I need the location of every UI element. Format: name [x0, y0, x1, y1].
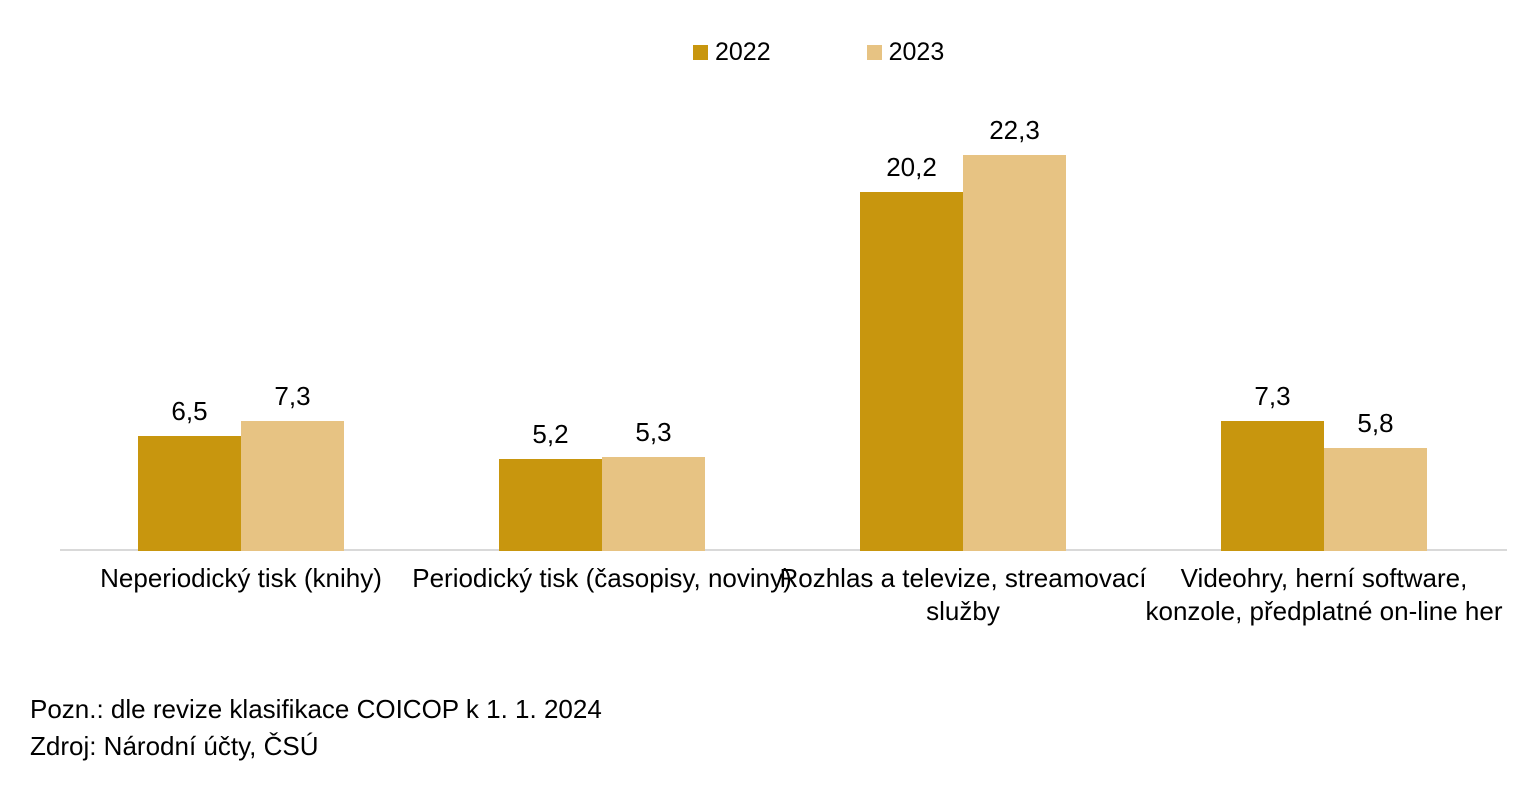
bar-2023-group-2: [602, 457, 705, 551]
bar-2023-group-4: [1324, 448, 1427, 551]
legend-item-2023: 2023: [866, 38, 945, 66]
bar-2022-group-4: [1221, 421, 1324, 551]
category-label-2: Periodický tisk (časopisy, noviny): [412, 563, 792, 593]
legend-swatch-2023: [866, 45, 882, 60]
bar-value-label: 5,8: [1357, 408, 1394, 438]
bar-2023-group-3: [963, 155, 1066, 551]
legend-swatch-2022: [693, 45, 708, 60]
bar-value-label: 6,5: [171, 396, 208, 426]
x-axis-line: [60, 549, 1507, 551]
bar-value-label: 22,3: [989, 115, 1040, 145]
category-label-1: Neperiodický tisk (knihy): [100, 563, 382, 593]
bar-2022-group-3: [860, 192, 963, 551]
category-label-3: Rozhlas a televize, streamovací služby: [779, 563, 1147, 626]
bar-value-label: 5,2: [532, 419, 569, 449]
bar-value-label: 20,2: [886, 152, 937, 182]
legend-label: 2022: [715, 38, 771, 66]
bar-2023-group-1: [241, 421, 344, 551]
bar-2022-group-2: [499, 459, 602, 551]
bar-value-label: 5,3: [635, 417, 672, 447]
source-text: Zdroj: Národní účty, ČSÚ: [30, 731, 319, 761]
category-label-4: Videohry, herní software, konzole, předp…: [1145, 563, 1503, 626]
bar-value-label: 7,3: [274, 381, 311, 411]
bar-2022-group-1: [138, 436, 241, 551]
legend-item-2022: 2022: [693, 40, 771, 65]
note-text: Pozn.: dle revize klasifikace COICOP k 1…: [30, 694, 602, 724]
legend-label: 2023: [888, 38, 945, 66]
chart-legend: 2022 2023: [693, 40, 944, 65]
chart-notes: Pozn.: dle revize klasifikace COICOP k 1…: [30, 691, 602, 765]
bar-value-label: 7,3: [1254, 381, 1291, 411]
